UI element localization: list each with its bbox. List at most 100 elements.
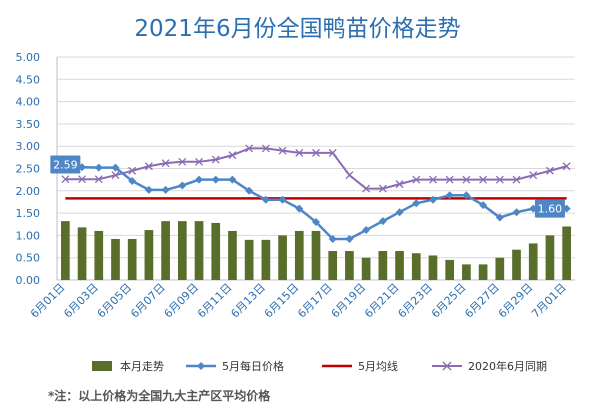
- bar: [228, 230, 237, 280]
- y-tick-label: 4.50: [16, 73, 41, 86]
- last-year-point: [128, 166, 137, 175]
- x-tick-label: 6月15日: [262, 281, 302, 321]
- bar: [294, 230, 304, 280]
- daily-price-point: [495, 213, 504, 222]
- daily-price-point: [195, 175, 204, 184]
- last-year-point: [462, 175, 471, 184]
- x-tick-label: 6月27日: [462, 281, 502, 321]
- data-callout-box: [534, 199, 565, 218]
- x-tick-label: 6月03日: [61, 281, 101, 321]
- legend-label: 2020年6月同期: [468, 359, 547, 373]
- daily-price-point: [445, 191, 454, 200]
- data-callout-label: 1.60: [538, 203, 563, 216]
- x-tick-label: 6月21日: [362, 281, 402, 321]
- last-year-point: [94, 175, 103, 184]
- bar: [428, 255, 438, 280]
- bar: [495, 257, 505, 280]
- bar: [328, 251, 338, 280]
- bar: [361, 257, 371, 280]
- bar: [61, 221, 70, 280]
- legend-marker-daily: [197, 362, 205, 370]
- x-tick-label: 6月23日: [395, 281, 435, 321]
- daily-price-point: [345, 234, 354, 243]
- y-tick-label: 3.50: [16, 118, 41, 131]
- daily-price-point: [412, 199, 421, 208]
- x-tick-label: 6月13日: [228, 281, 268, 321]
- bar: [177, 221, 187, 280]
- last-year-point: [328, 148, 337, 157]
- daily-price-point: [161, 185, 170, 194]
- bar: [378, 251, 388, 280]
- last-year-point: [545, 166, 554, 175]
- y-tick-label: 0.00: [16, 274, 41, 287]
- bar: [161, 221, 170, 280]
- last-year-point: [512, 175, 521, 184]
- bar: [144, 230, 154, 280]
- y-tick-label: 1.50: [16, 207, 41, 220]
- daily-price-point: [245, 186, 254, 195]
- bar: [278, 235, 287, 280]
- x-tick-label: 7月01日: [529, 281, 569, 321]
- daily-price-point: [144, 185, 153, 194]
- y-tick-label: 1.00: [16, 229, 41, 242]
- last-year-point: [228, 151, 237, 160]
- last-year-point: [178, 157, 187, 166]
- last-year-point: [395, 180, 404, 189]
- last-year-point: [261, 144, 270, 153]
- bar: [194, 221, 204, 280]
- daily-price-point: [395, 208, 404, 217]
- daily-price-point: [94, 163, 103, 172]
- last-year-point: [562, 162, 571, 171]
- last-year-point: [195, 157, 203, 166]
- y-tick-label: 4.00: [16, 96, 41, 109]
- bar: [562, 226, 571, 280]
- bar: [111, 238, 120, 280]
- bar: [77, 227, 87, 280]
- bar: [211, 222, 221, 280]
- daily-price-point: [178, 181, 187, 190]
- last-year-point: [161, 159, 170, 168]
- legend-label: 本月走势: [120, 359, 164, 373]
- daily-price-point: [278, 195, 287, 204]
- bar: [127, 238, 137, 280]
- daily-price-point: [111, 163, 120, 172]
- legend-marker-last-year: [442, 361, 452, 371]
- data-callout-box: [50, 155, 81, 174]
- y-tick-label: 5.00: [16, 51, 41, 64]
- last-year-point: [278, 146, 287, 155]
- bar: [411, 253, 421, 280]
- bar: [445, 259, 455, 280]
- chart-title: 2021年6月份全国鸭苗价格走势: [134, 16, 461, 42]
- x-tick-label: 6月29日: [496, 281, 536, 321]
- last-year-point: [412, 175, 421, 184]
- legend-label: 5月均线: [358, 359, 398, 373]
- daily-price-line: [65, 163, 567, 241]
- last-year-point: [312, 148, 320, 157]
- bar: [478, 264, 488, 280]
- bar: [244, 239, 254, 280]
- last-year-point: [78, 175, 87, 184]
- last-year-point: [211, 155, 220, 164]
- daily-price-point: [428, 195, 437, 204]
- y-tick-label: 3.00: [16, 140, 41, 153]
- y-tick-label: 2.00: [16, 185, 41, 198]
- daily-price-point: [295, 204, 304, 213]
- last-year-point: [295, 148, 304, 157]
- daily-price-point: [362, 226, 371, 235]
- daily-price-point: [211, 175, 220, 184]
- legend-label: 5月每日价格: [222, 359, 284, 373]
- bar: [311, 230, 321, 280]
- bar: [545, 235, 555, 280]
- y-tick-label: 2.50: [16, 163, 41, 176]
- data-callout-label: 2.59: [53, 158, 78, 171]
- last-year-point: [429, 175, 437, 184]
- bar: [345, 251, 354, 280]
- bar: [462, 264, 471, 280]
- x-tick-label: 6月05日: [95, 281, 135, 321]
- last-year-point: [362, 184, 371, 193]
- x-tick-label: 6月19日: [329, 281, 369, 321]
- x-tick-label: 6月09日: [162, 281, 202, 321]
- bar: [395, 251, 404, 280]
- bar: [512, 249, 521, 280]
